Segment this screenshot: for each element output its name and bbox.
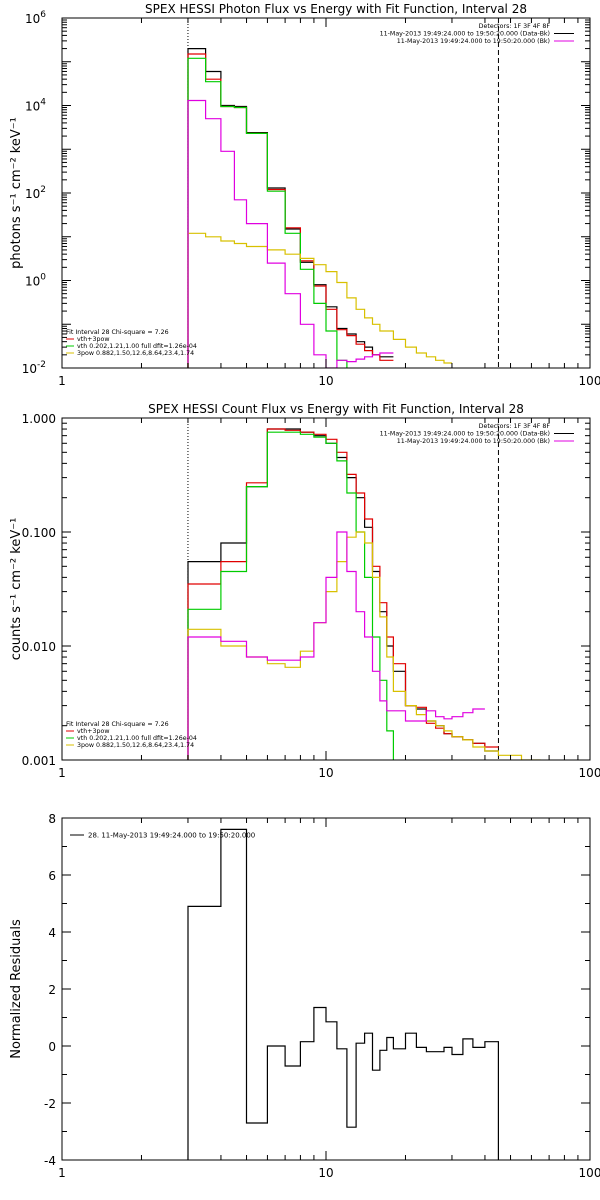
y-tick-label: -4 <box>44 1154 56 1168</box>
y-tick-exponent: 0 <box>40 273 46 283</box>
legend-entry: vth 0.202,1.21,1.00 full dfit=1.26e-04 <box>77 343 197 350</box>
header-line: 11-May-2013 19:49:24.000 to 19:50:20.000… <box>397 38 550 45</box>
series-group <box>187 828 499 1160</box>
y-axis-label: counts s⁻¹ cm⁻² keV⁻¹ <box>9 518 24 661</box>
header-line: Detectors: 1F 3F 4F 8F <box>479 423 551 430</box>
y-tick-label: 2 <box>48 983 56 997</box>
series-line-bk <box>187 99 394 368</box>
x-tick-label: 10 <box>318 766 333 780</box>
legend-entry: vth+3pow <box>77 336 109 343</box>
legend-entry: Fit Interval 28 Chi-square = 7.26 <box>66 329 169 336</box>
legend-entry: 28. 11-May-2013 19:49:24.000 to 19:50:20… <box>88 832 255 840</box>
chart-title: SPEX HESSI Count Flux vs Energy with Fit… <box>148 402 524 416</box>
y-tick-label: 102 <box>25 185 46 201</box>
legend-entry: Fit Interval 28 Chi-square = 7.26 <box>66 721 169 728</box>
legend-entry: 3pow 0.882,1.50,12.6,8.64,23.4,1.74 <box>77 742 194 749</box>
series-line-vth <box>187 57 348 368</box>
header-line: 11-May-2013 19:49:24.000 to 19:50:20.000… <box>397 438 550 445</box>
y-tick-label: 100 <box>25 273 46 289</box>
series-line-3pow <box>187 531 541 760</box>
y-tick-label: 8 <box>48 812 56 826</box>
y-axis-label: Normalized Residuals <box>9 919 24 1059</box>
x-tick-label: 1 <box>58 374 66 388</box>
series-line-bk <box>187 531 485 760</box>
y-tick-exponent: 2 <box>40 185 46 195</box>
y-tick-label: 0.100 <box>22 526 56 540</box>
y-tick-label: 6 <box>48 869 56 883</box>
chart-1: SPEX HESSI Photon Flux vs Energy with Fi… <box>9 2 600 388</box>
series-line-data-bk <box>187 48 394 368</box>
x-tick-label: 100 <box>579 1166 600 1180</box>
series-line-vth <box>187 431 394 760</box>
header-line: Detectors: 1F 3F 4F 8F <box>479 23 551 30</box>
x-tick-label: 1 <box>58 766 66 780</box>
series-line-vth-3pow <box>187 428 499 760</box>
plot-frame <box>61 817 591 1161</box>
chart-3: Normalized Residuals 1 10 100 -4 -2 0 2 4 6 8 28. 1… <box>9 812 600 1180</box>
y-tick-label: 106 <box>25 10 46 26</box>
y-tick-exponent: 6 <box>40 10 46 20</box>
x-tick-label: 100 <box>579 374 600 388</box>
x-tick-label: 100 <box>579 766 600 780</box>
y-tick-label: 0.010 <box>22 640 56 654</box>
header-line: 11-May-2013 19:49:24.000 to 19:50:20.000… <box>380 431 550 438</box>
y-axis-label: photons s⁻¹ cm⁻² keV⁻¹ <box>9 117 24 269</box>
series-line-3pow <box>187 232 452 368</box>
y-tick-label: 10-2 <box>22 360 46 376</box>
y-tick-exponent: 4 <box>40 98 46 108</box>
chart-2: SPEX HESSI Count Flux vs Energy with Fit… <box>9 402 600 780</box>
y-tick-label: 104 <box>25 98 46 114</box>
legend-entry: 3pow 0.882,1.50,12.6,8.64,23.4,1.74 <box>77 350 194 357</box>
y-tick-exponent: -2 <box>37 360 46 370</box>
header-line: 11-May-2013 19:49:24.000 to 19:50:20.000… <box>380 31 550 38</box>
y-tick-label: 1.000 <box>22 412 56 426</box>
legend-entry: vth+3pow <box>77 728 109 735</box>
series-line-vth-3pow <box>187 53 394 368</box>
series-group <box>187 428 541 760</box>
y-tick-label: -2 <box>44 1097 56 1111</box>
x-tick-label: 1 <box>58 1166 66 1180</box>
series-line-28 <box>187 828 499 1160</box>
chart-title: SPEX HESSI Photon Flux vs Energy with Fi… <box>145 2 527 16</box>
y-tick-label: 0 <box>48 1040 56 1054</box>
legend-entry: vth 0.202,1.21,1.00 full dfit=1.26e-04 <box>77 735 197 742</box>
y-tick-label: 4 <box>48 926 56 940</box>
series-group <box>187 48 452 368</box>
series-line-data-bk <box>187 428 499 760</box>
x-tick-label: 10 <box>318 1166 333 1180</box>
y-tick-label: 0.001 <box>22 754 56 768</box>
x-tick-label: 10 <box>318 374 333 388</box>
